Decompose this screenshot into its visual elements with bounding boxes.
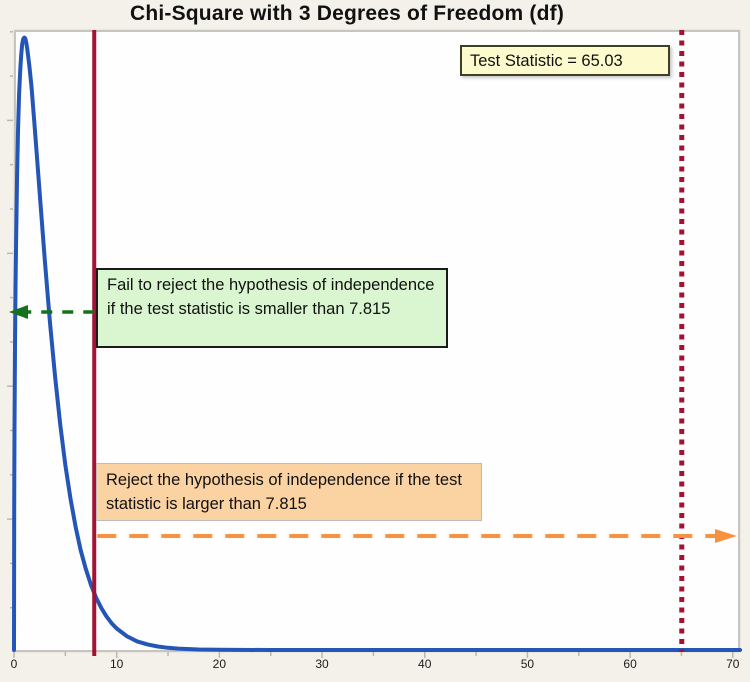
- x-tick-label: 20: [212, 657, 227, 671]
- x-tick-label: 70: [726, 657, 740, 671]
- fail-to-reject-annotation: Fail to reject the hypothesis of indepen…: [96, 268, 448, 348]
- x-tick-label: 50: [520, 657, 535, 671]
- x-tick-label: 0: [10, 657, 18, 671]
- reject-annotation: Reject the hypothesis of independence if…: [96, 463, 482, 521]
- chi-square-curve: [12, 35, 742, 652]
- test-statistic-badge: Test Statistic = 65.03: [460, 45, 670, 76]
- x-tick-label: 10: [109, 657, 124, 671]
- x-tick-label: 60: [623, 657, 637, 671]
- fail-arrow-head: [9, 305, 28, 319]
- chart-title: Chi-Square with 3 Degrees of Freedom (df…: [129, 2, 565, 25]
- x-tick-label: 30: [315, 657, 329, 671]
- x-tick-label: 40: [418, 657, 432, 671]
- reject-arrow-head: [715, 529, 737, 543]
